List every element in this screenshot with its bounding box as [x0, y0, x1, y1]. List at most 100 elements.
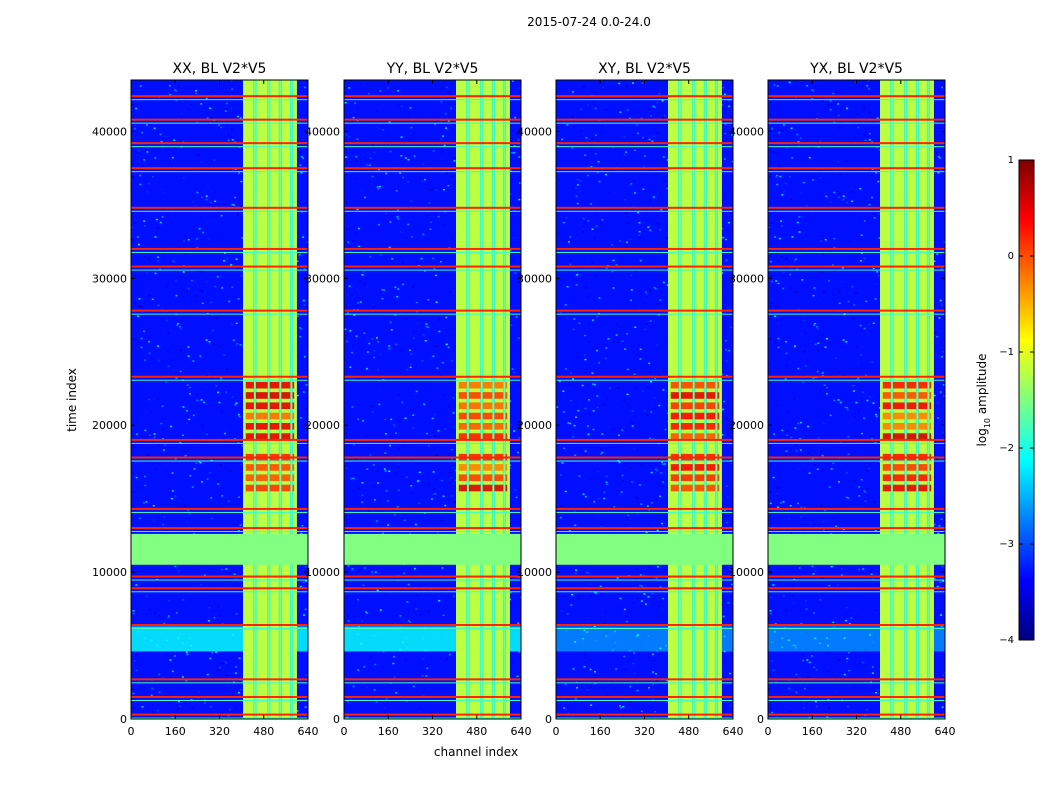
noise-pixel [875, 415, 878, 418]
noise-pixel [725, 374, 728, 377]
noise-pixel [223, 252, 226, 254]
noise-pixel [519, 182, 521, 184]
noise-pixel [305, 674, 308, 677]
noise-pixel [363, 665, 366, 668]
noise-pixel [422, 694, 425, 697]
noise-pixel [631, 425, 634, 427]
noise-pixel [158, 615, 161, 617]
noise-pixel [806, 359, 809, 362]
noise-pixel [208, 471, 211, 474]
noise-pixel [361, 172, 364, 175]
noise-pixel [584, 334, 587, 337]
noise-pixel [616, 577, 619, 579]
noise-pixel [940, 304, 943, 306]
noise-pixel [225, 391, 228, 393]
noise-pixel [410, 462, 413, 465]
noise-pixel [513, 151, 516, 154]
hot-segment [882, 392, 932, 399]
noise-pixel [828, 486, 831, 488]
noise-pixel [371, 175, 374, 178]
noise-pixel [632, 133, 635, 136]
rfi-line [768, 309, 945, 312]
noise-pixel [374, 571, 377, 573]
noise-pixel [370, 501, 373, 504]
rfi-line-faint [131, 99, 308, 101]
noise-pixel [228, 300, 231, 303]
noise-pixel [417, 592, 420, 595]
noise-pixel [171, 490, 174, 492]
noise-pixel [378, 479, 381, 482]
noise-pixel [514, 272, 517, 274]
noise-pixel [175, 612, 178, 614]
noise-pixel [721, 272, 724, 274]
noise-pixel [857, 410, 860, 412]
noise-pixel [357, 418, 360, 421]
noise-pixel [783, 509, 786, 511]
noise-pixel [392, 655, 395, 658]
noise-pixel [428, 609, 431, 611]
noise-pixel [454, 501, 457, 504]
noise-pixel [878, 237, 881, 239]
noise-pixel [808, 472, 811, 474]
noise-pixel [848, 622, 851, 625]
noise-pixel [840, 568, 843, 570]
noise-pixel [596, 349, 599, 352]
noise-pixel [356, 618, 359, 620]
noise-pixel [649, 437, 652, 440]
noise-pixel [214, 190, 217, 193]
noise-pixel [644, 662, 647, 665]
noise-pixel [227, 139, 230, 142]
noise-pixel [586, 571, 589, 574]
noise-pixel [634, 326, 637, 328]
noise-pixel [874, 530, 877, 532]
rfi-line [556, 375, 733, 378]
noise-pixel [177, 499, 180, 501]
noise-pixel [630, 420, 633, 423]
noise-pixel [369, 164, 372, 166]
noise-pixel [941, 706, 944, 708]
heatmap-panel-2: YY, BL V2*V50 160 320 480 640010000200003000… [305, 61, 532, 738]
noise-pixel [143, 159, 146, 161]
noise-pixel [863, 490, 866, 492]
noise-pixel [347, 241, 350, 243]
noise-pixel [378, 403, 381, 406]
noise-pixel [388, 476, 391, 479]
noise-pixel [406, 658, 409, 661]
noise-pixel [787, 123, 790, 126]
noise-pixel [151, 175, 154, 178]
noise-pixel [132, 692, 135, 695]
noise-pixel [619, 597, 622, 600]
noise-pixel [593, 500, 596, 503]
hot-segment [882, 402, 932, 410]
noise-pixel [596, 470, 599, 473]
noise-pixel [822, 208, 825, 210]
noise-pixel [650, 471, 653, 474]
noise-pixel [369, 655, 372, 657]
noise-pixel [610, 244, 613, 246]
noise-pixel [640, 117, 643, 120]
hot-segment [245, 474, 295, 482]
noise-pixel [876, 688, 879, 691]
noise-pixel [442, 135, 445, 137]
noise-pixel [183, 240, 186, 242]
noise-pixel [210, 89, 213, 91]
noise-pixel [352, 477, 355, 480]
hot-segment [882, 484, 932, 492]
noise-pixel [853, 304, 856, 306]
noise-pixel [830, 532, 833, 535]
noise-pixel [633, 305, 636, 308]
noise-pixel [863, 664, 866, 667]
x-tick-label: 0 [128, 725, 135, 738]
noise-pixel [871, 672, 874, 674]
noise-pixel [153, 267, 156, 270]
noise-pixel [724, 279, 727, 281]
noise-pixel [420, 127, 423, 129]
noise-pixel [656, 566, 659, 568]
noise-pixel [158, 673, 161, 676]
noise-pixel [770, 711, 773, 714]
noise-pixel [231, 139, 234, 141]
noise-pixel [137, 681, 140, 683]
noise-pixel [394, 314, 397, 316]
noise-pixel [822, 520, 825, 523]
noise-pixel [161, 216, 164, 218]
